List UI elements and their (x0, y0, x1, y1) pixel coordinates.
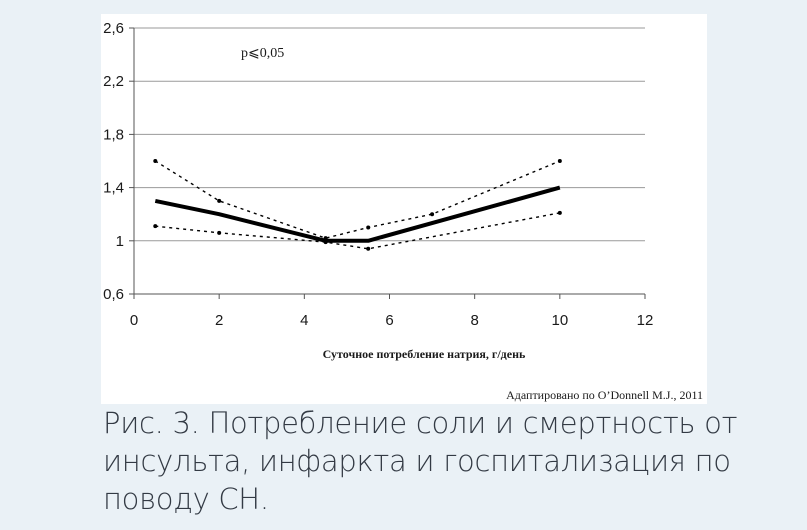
x-tick-label: 0 (130, 312, 138, 329)
line-chart: 0,6 1 1,4 1,8 2,2 2,6 0 2 4 6 8 10 12 p⩽0,05 Суточно… (103, 20, 703, 402)
series-line-dotted-upper (154, 160, 561, 239)
series-line-dotted-lower (155, 212, 560, 250)
data-point-dotted-upper (323, 236, 328, 241)
y-tick-label: 1,4 (103, 180, 124, 197)
figure-caption: Рис. 3. Потребление соли и смертность от… (103, 406, 738, 516)
data-point-dotted-upper (217, 198, 222, 203)
data-point-dotted-lower (557, 210, 562, 215)
y-tick-label: 1 (116, 233, 124, 250)
x-axis-label: Суточное потребление натрия, г/день (323, 347, 526, 361)
x-tick-label: 4 (300, 312, 308, 329)
y-tick-label: 2,6 (103, 20, 124, 37)
grid-lines (134, 27, 645, 242)
source-note: Адаптировано по O’Donnell M.J., 2011 (506, 388, 703, 402)
series-group (153, 159, 562, 251)
data-point-dotted-lower (153, 224, 158, 229)
y-tick-label: 1,8 (103, 126, 124, 143)
tick-labels: 0,6 1 1,4 1,8 2,2 2,6 0 2 4 6 8 10 12 (103, 20, 653, 329)
x-tick-label: 8 (470, 312, 478, 329)
data-point-dotted-upper (430, 212, 435, 217)
y-tick-label: 2,2 (103, 73, 124, 90)
data-point-dotted-upper (153, 159, 158, 163)
significance-annotation: p⩽0,05 (241, 46, 284, 61)
data-point-dotted-lower (217, 230, 222, 235)
series-line-solid-thick (154, 185, 561, 243)
y-tick-label: 0,6 (103, 286, 124, 303)
x-tick-label: 2 (215, 312, 223, 329)
data-point-dotted-lower (323, 240, 328, 245)
x-tick-label: 10 (551, 312, 568, 329)
data-point-dotted-lower (366, 246, 371, 251)
x-tick-label: 6 (385, 312, 393, 329)
data-point-dotted-upper (557, 159, 562, 163)
chart-panel: 0,6 1 1,4 1,8 2,2 2,6 0 2 4 6 8 10 12 p⩽0,05 Суточно… (101, 14, 707, 404)
axes (129, 27, 646, 299)
x-tick-label: 12 (637, 312, 654, 329)
data-point-dotted-upper (366, 225, 371, 230)
